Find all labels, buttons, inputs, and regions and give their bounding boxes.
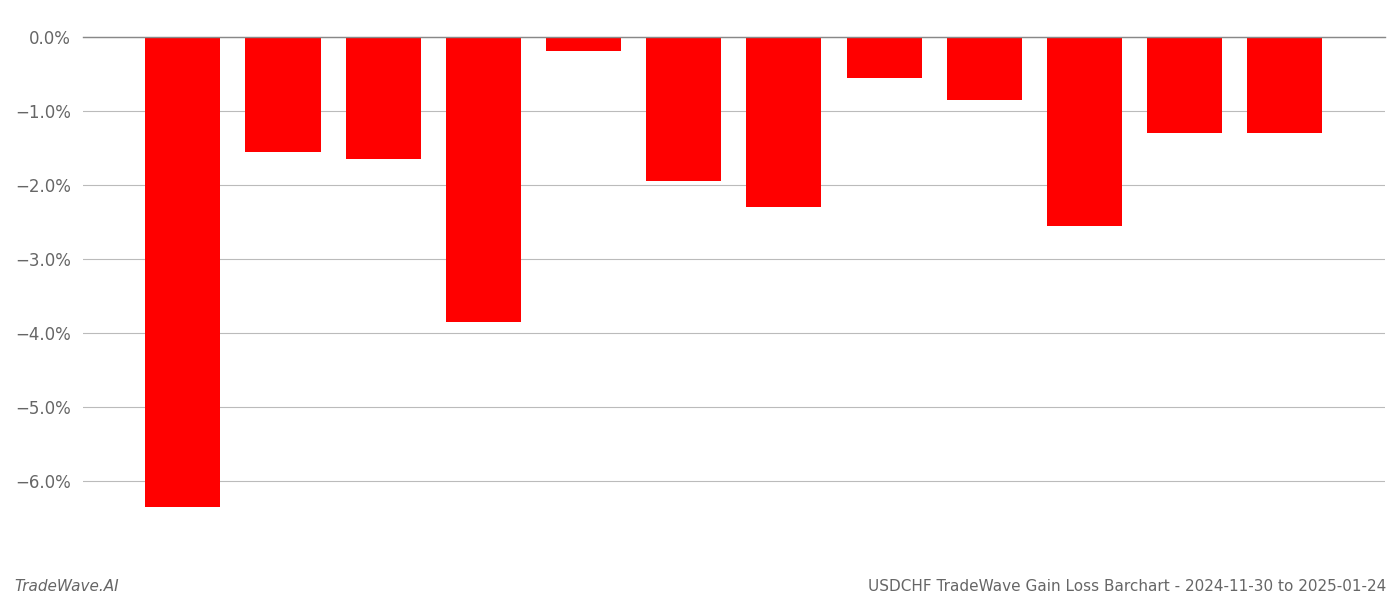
Bar: [546, 37, 622, 50]
Bar: [946, 37, 1022, 100]
Bar: [1047, 37, 1121, 226]
Bar: [1147, 37, 1222, 133]
Bar: [445, 37, 521, 322]
Bar: [847, 37, 921, 78]
Bar: [647, 37, 721, 181]
Text: TradeWave.AI: TradeWave.AI: [14, 579, 119, 594]
Text: USDCHF TradeWave Gain Loss Barchart - 2024-11-30 to 2025-01-24: USDCHF TradeWave Gain Loss Barchart - 20…: [868, 579, 1386, 594]
Bar: [146, 37, 220, 507]
Bar: [346, 37, 421, 159]
Bar: [1247, 37, 1323, 133]
Bar: [245, 37, 321, 152]
Bar: [746, 37, 822, 208]
